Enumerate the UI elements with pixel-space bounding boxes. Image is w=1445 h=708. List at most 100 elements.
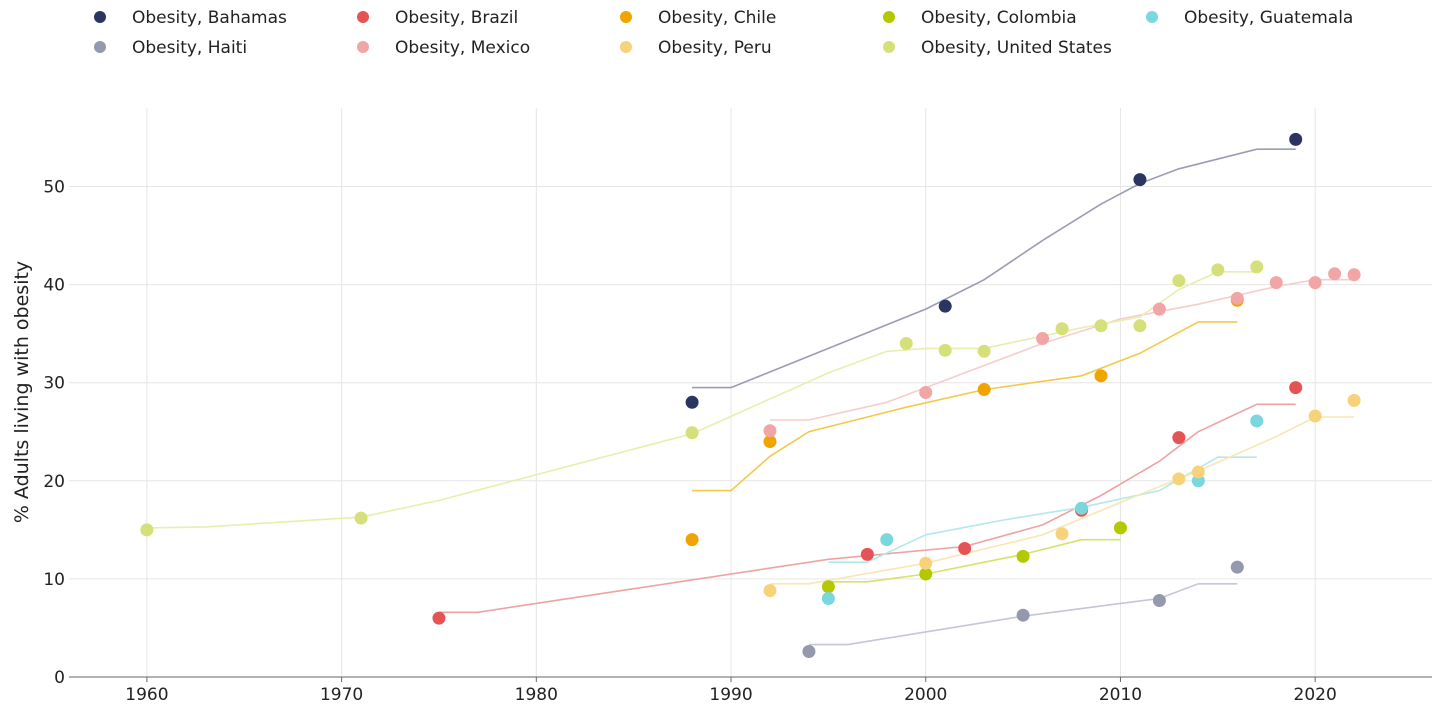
legend-label: Obesity, Mexico (395, 38, 530, 58)
data-point (763, 584, 777, 598)
data-point (1328, 267, 1342, 281)
data-point (1250, 414, 1264, 428)
data-point (1211, 263, 1225, 277)
data-point (685, 395, 699, 409)
data-point (1289, 132, 1303, 146)
y-tick-label: 30 (43, 374, 65, 394)
data-point (763, 435, 777, 449)
trend-line (808, 583, 1238, 646)
data-point (1094, 369, 1108, 383)
data-points (140, 132, 1361, 658)
data-point (1075, 501, 1089, 515)
legend-swatch (883, 41, 895, 53)
data-point (860, 547, 874, 561)
data-point (1269, 276, 1283, 290)
data-point (1191, 465, 1205, 479)
y-tick-label: 40 (43, 276, 65, 296)
legend: Obesity, Bahamas Obesity, Brazil Obesity, … (94, 8, 1353, 58)
data-point (1016, 549, 1030, 563)
y-tick-label: 10 (43, 570, 65, 590)
trend-line (770, 278, 1355, 421)
x-tick-label: 1990 (709, 685, 752, 705)
x-tick-label: 1960 (125, 685, 168, 705)
data-point (763, 424, 777, 438)
data-point (1152, 302, 1166, 316)
data-point (1055, 322, 1069, 336)
data-point (685, 533, 699, 547)
data-point (685, 426, 699, 440)
legend-label: Obesity, Peru (658, 38, 772, 58)
x-tick-label: 1970 (320, 685, 363, 705)
data-point (354, 511, 368, 525)
legend-label: Obesity, Chile (658, 8, 776, 28)
data-point (1036, 332, 1050, 346)
data-point (1250, 260, 1264, 274)
data-point (919, 567, 933, 581)
legend-swatch (883, 11, 895, 23)
y-tick-label: 0 (54, 668, 65, 688)
x-tick-label: 1980 (515, 685, 558, 705)
grid-lines (69, 108, 1432, 677)
data-point (1094, 319, 1108, 333)
data-point (977, 383, 991, 397)
legend-swatch (620, 11, 632, 23)
legend-swatch (94, 41, 106, 53)
data-point (1016, 608, 1030, 622)
x-tick-label: 2010 (1099, 685, 1142, 705)
data-point (977, 344, 991, 358)
data-point (1152, 593, 1166, 607)
legend-swatch (620, 41, 632, 53)
data-point (140, 523, 154, 537)
data-point (1133, 319, 1147, 333)
data-point (919, 386, 933, 399)
trend-line (828, 538, 1121, 583)
data-point (1133, 173, 1147, 187)
data-point (1230, 560, 1244, 574)
data-point (821, 580, 835, 594)
data-point (899, 336, 913, 350)
trend-line (692, 321, 1238, 492)
legend-label: Obesity, Haiti (132, 38, 247, 58)
legend-swatch (94, 11, 106, 23)
data-point (1289, 381, 1303, 395)
x-tick-label: 2020 (1294, 685, 1337, 705)
data-point (1172, 274, 1186, 288)
data-point (919, 556, 933, 570)
data-point (432, 611, 446, 625)
data-point (1113, 521, 1127, 535)
legend-swatch (357, 11, 369, 23)
data-point (1055, 527, 1069, 541)
legend-label: Obesity, Bahamas (132, 8, 287, 28)
axes: 1960 1970 1980 1990 2000 2010 2020 0 10 20 30 40 50 (43, 177, 1432, 705)
data-point (1230, 291, 1244, 305)
data-point (1172, 431, 1186, 445)
data-point (821, 592, 835, 606)
data-point (1308, 276, 1322, 290)
legend-label: Obesity, Guatemala (1184, 8, 1353, 28)
legend-label: Obesity, United States (921, 38, 1112, 58)
trend-lines (146, 148, 1355, 646)
trend-line (770, 416, 1355, 585)
trend-line (828, 456, 1257, 563)
data-point (938, 299, 952, 313)
data-point (880, 533, 894, 547)
legend-label: Obesity, Colombia (921, 8, 1077, 28)
data-point (1347, 268, 1361, 282)
legend-swatch (1146, 11, 1158, 23)
legend-swatch (357, 41, 369, 53)
data-point (1308, 409, 1322, 423)
trend-line (146, 271, 1257, 529)
data-point (958, 541, 972, 555)
trend-line (439, 403, 1296, 614)
x-tick-label: 2000 (904, 685, 947, 705)
data-point (1172, 472, 1186, 486)
y-tick-label: 20 (43, 472, 65, 492)
y-axis-label: % Adults living with obesity (11, 261, 33, 523)
data-point (938, 343, 952, 357)
legend-label: Obesity, Brazil (395, 8, 518, 28)
data-point (802, 644, 816, 658)
data-point (1347, 393, 1361, 407)
y-tick-label: 50 (43, 177, 65, 197)
trend-line (692, 148, 1296, 389)
